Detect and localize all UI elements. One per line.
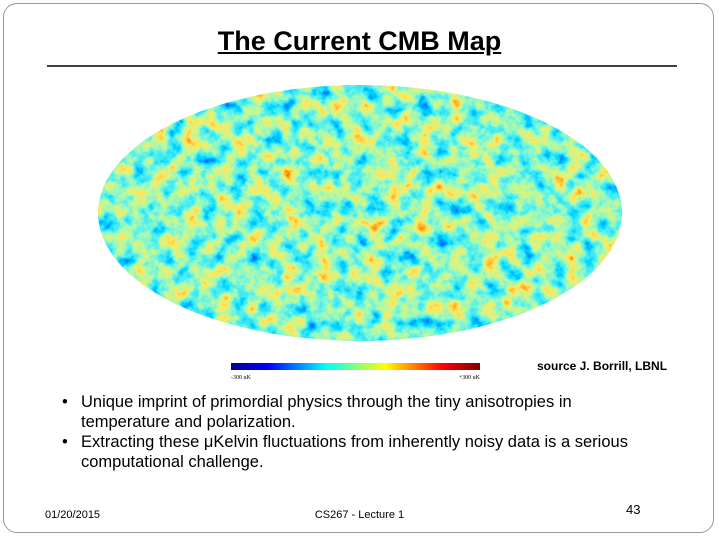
bullet-text: Extracting these μKelvin fluctuations fr… — [81, 432, 662, 472]
scale-max-label: +300 uK — [459, 375, 481, 381]
cmb-map — [98, 85, 622, 341]
slide-title: The Current CMB Map — [0, 26, 719, 57]
page: -300 uK +300 uK source J. Borrill, LBNL … — [0, 0, 719, 538]
color-scale — [231, 363, 480, 370]
bullet-text: Unique imprint of primordial physics thr… — [81, 392, 662, 432]
bullet: •Unique imprint of primordial physics th… — [62, 392, 662, 432]
bullet: •Extracting these μKelvin fluctuations f… — [62, 432, 662, 472]
scale-min-label: -300 uK — [231, 375, 251, 381]
page-number: 43 — [626, 502, 640, 517]
source-credit: source J. Borrill, LBNL — [537, 359, 667, 373]
footer-course: CS267 - Lecture 1 — [0, 509, 719, 521]
